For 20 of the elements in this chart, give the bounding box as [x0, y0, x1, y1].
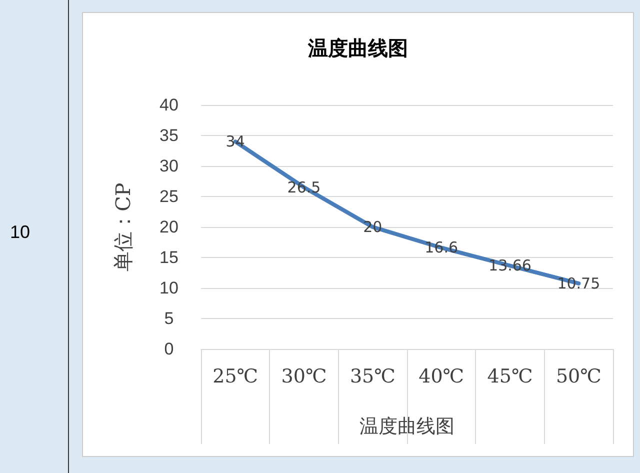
data-label: 10.75 [557, 274, 600, 292]
x-tick-label: 45℃ [487, 366, 533, 388]
y-tick-label: 10 [160, 278, 178, 298]
y-tick-label: 20 [160, 218, 178, 236]
x-tick-label: 25℃ [212, 366, 258, 388]
x-tick-label: 50℃ [556, 366, 602, 388]
chart-title: 温度曲线图 [307, 36, 408, 60]
y-tick-label: 15 [160, 248, 178, 267]
x-tick-label: 30℃ [281, 366, 327, 388]
x-axis-title: 温度曲线图 [360, 416, 454, 438]
y-axis-title: 单位：CP [111, 182, 135, 272]
y-tick-label: 25 [160, 187, 178, 206]
y-tick-label: 30 [160, 156, 178, 176]
text: 10 [10, 222, 30, 243]
x-tick-label: 35℃ [350, 366, 396, 388]
y-tick-label: 0 [164, 340, 174, 358]
y-tick-label: 35 [160, 126, 178, 145]
y-tick-label: 5 [164, 309, 174, 328]
y-tick-label: 40 [160, 96, 178, 114]
x-tick-label: 40℃ [418, 366, 464, 388]
